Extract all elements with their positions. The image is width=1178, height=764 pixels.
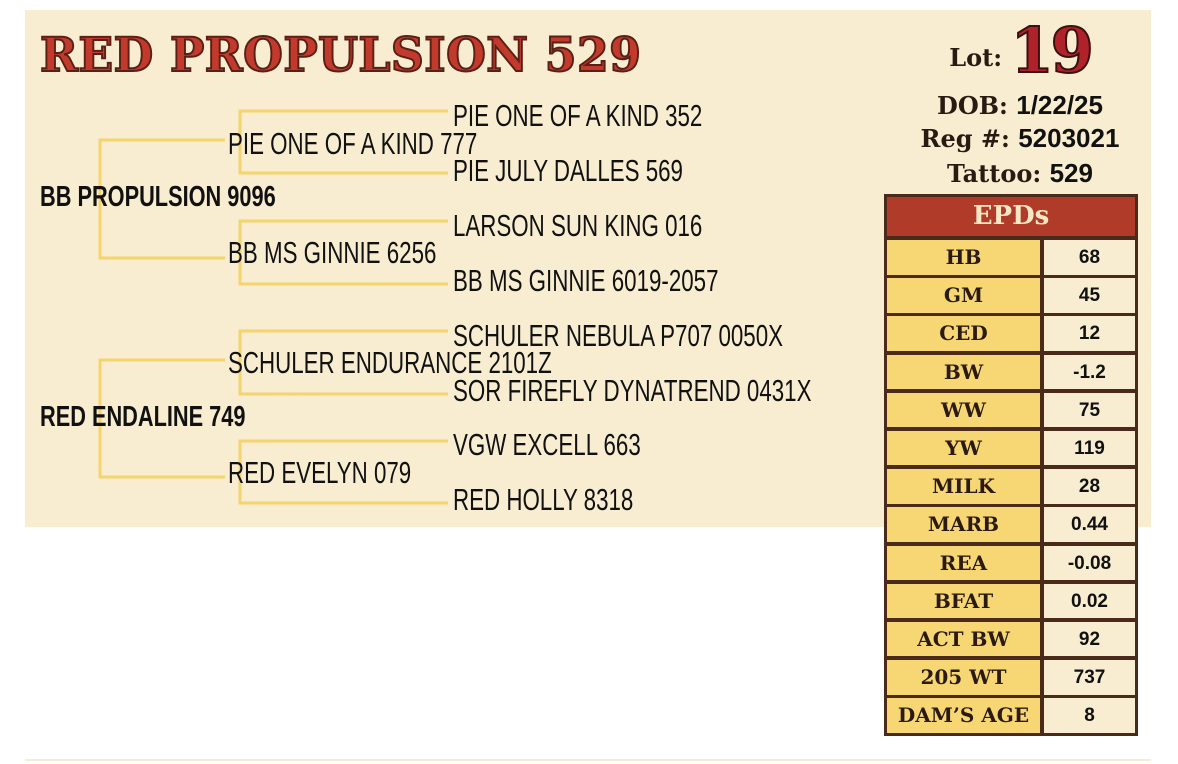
epd-value: 28 xyxy=(1044,469,1135,504)
pedigree-sire-sire: PIE ONE OF A KIND 777 xyxy=(228,126,478,161)
dam-bracket xyxy=(98,358,225,479)
pedigree-dam-sire-dam: SOR FIREFLY DYNATREND 0431X xyxy=(453,373,812,408)
epd-value: 0.02 xyxy=(1044,583,1135,619)
epd-label: CED xyxy=(887,316,1040,351)
epd-row: ACT BW 92 xyxy=(887,621,1135,657)
pedigree-lines xyxy=(98,109,448,505)
pedigree-sire-dam-sire: LARSON SUN KING 016 xyxy=(453,208,703,243)
pedigree-sire-dam: BB MS GINNIE 6256 xyxy=(228,235,437,270)
lot-number: Lot: 19 xyxy=(949,13,1094,88)
epd-row: HB 68 xyxy=(887,240,1135,275)
registration-number: Reg #: 5203021 xyxy=(920,123,1120,153)
dob: DOB: 1/22/25 xyxy=(937,90,1103,120)
sire-bracket xyxy=(98,138,225,260)
epd-value: -0.08 xyxy=(1044,545,1135,580)
pedigree-dam-dam-dam: RED HOLLY 8318 xyxy=(453,482,634,517)
epd-label: REA xyxy=(887,545,1040,580)
tattoo-value: 529 xyxy=(1049,158,1093,188)
epd-row: DAM’S AGE 8 xyxy=(887,698,1135,733)
epd-row: CED 12 xyxy=(887,316,1135,351)
pedigree-sire: BB PROPULSION 9096 xyxy=(40,181,276,213)
epd-value: 92 xyxy=(1044,621,1135,657)
epd-label: BW xyxy=(887,354,1040,390)
reg-value: 5203021 xyxy=(1018,123,1120,153)
epd-row: GM 45 xyxy=(887,278,1135,313)
pedigree-sire-sire-dam: PIE JULY DALLES 569 xyxy=(453,153,683,188)
epd-row: MARB 0.44 xyxy=(887,507,1135,542)
epd-label: MARB xyxy=(887,507,1040,542)
epd-header: EPDs xyxy=(887,197,1135,236)
epd-label: WW xyxy=(887,392,1040,428)
dob-value: 1/22/25 xyxy=(1016,90,1103,120)
dam-sire-bracket xyxy=(238,329,448,396)
epd-label: MILK xyxy=(887,469,1040,504)
pedigree-dam-sire: SCHULER ENDURANCE 2101Z xyxy=(228,345,552,380)
pedigree-dam: RED ENDALINE 749 xyxy=(40,401,246,433)
lot-value: 19 xyxy=(1009,13,1094,88)
epd-value: 45 xyxy=(1044,278,1135,313)
epd-value: 737 xyxy=(1044,660,1135,695)
epd-row: YW 119 xyxy=(887,430,1135,466)
sire-sire-bracket xyxy=(238,109,448,175)
pedigree-dam-dam: RED EVELYN 079 xyxy=(228,455,412,490)
pedigree-dam-dam-sire: VGW EXCELL 663 xyxy=(453,427,641,462)
sire-dam-bracket xyxy=(238,219,448,286)
epd-value: 68 xyxy=(1044,240,1135,275)
epd-value: 0.44 xyxy=(1044,507,1135,542)
pedigree-dam-sire-sire: SCHULER NEBULA P707 0050X xyxy=(453,318,784,353)
epd-label: YW xyxy=(887,430,1040,466)
epd-row: WW 75 xyxy=(887,392,1135,428)
divider xyxy=(25,759,1151,761)
epd-row: MILK 28 xyxy=(887,469,1135,504)
epd-table: EPDs HB 68 GM 45 CED 12 BW -1.2 WW 75 YW 119 MILK 28 M… xyxy=(884,194,1138,736)
epd-row: 205 WT 737 xyxy=(887,660,1135,695)
pedigree-sire-dam-dam: BB MS GINNIE 6019-2057 xyxy=(453,263,719,298)
epd-value: 12 xyxy=(1044,316,1135,351)
epd-label: ACT BW xyxy=(887,621,1040,657)
epd-label: HB xyxy=(887,240,1040,275)
epd-label: DAM’S AGE xyxy=(887,698,1040,733)
epd-label: GM xyxy=(887,278,1040,313)
dam-dam-bracket xyxy=(238,439,448,505)
epd-value: 8 xyxy=(1044,698,1135,733)
epd-label: 205 WT xyxy=(887,660,1040,695)
animal-name-title: RED PROPULSION 529 xyxy=(39,27,642,84)
epd-value: 119 xyxy=(1044,430,1135,466)
epd-value: 75 xyxy=(1044,392,1135,428)
epd-row: REA -0.08 xyxy=(887,545,1135,580)
epd-value: -1.2 xyxy=(1044,354,1135,390)
epd-row: BFAT 0.02 xyxy=(887,583,1135,619)
epd-row: BW -1.2 xyxy=(887,354,1135,390)
epd-label: BFAT xyxy=(887,583,1040,619)
tattoo: Tattoo: 529 xyxy=(947,158,1093,188)
pedigree-sire-sire-sire: PIE ONE OF A KIND 352 xyxy=(453,98,703,133)
